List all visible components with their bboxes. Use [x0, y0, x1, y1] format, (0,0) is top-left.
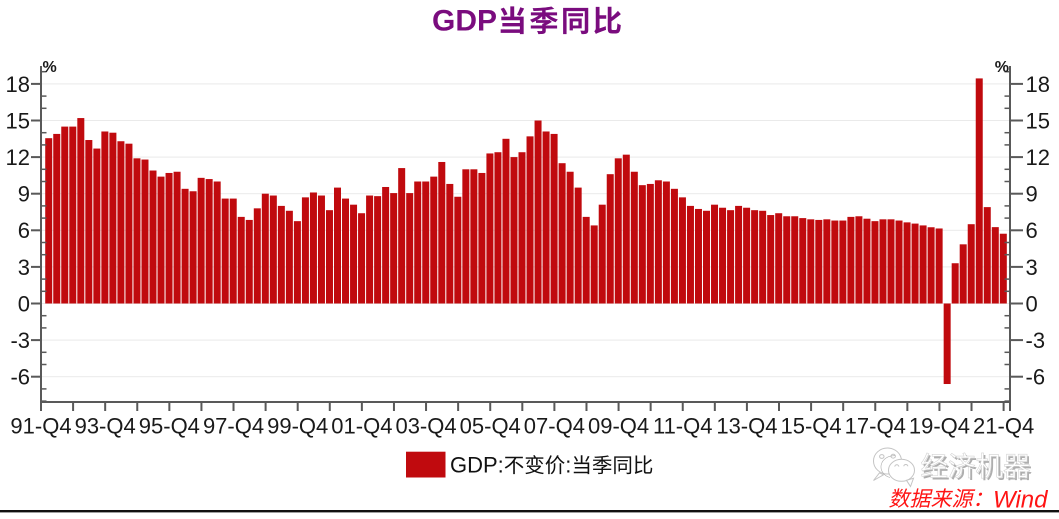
- svg-text:%: %: [995, 59, 1009, 76]
- svg-text:99-Q4: 99-Q4: [267, 414, 328, 439]
- svg-text:17-Q4: 17-Q4: [845, 414, 906, 439]
- svg-text:6: 6: [1026, 218, 1038, 243]
- svg-text:07-Q4: 07-Q4: [524, 414, 585, 439]
- svg-text:91-Q4: 91-Q4: [10, 414, 71, 439]
- svg-text:13-Q4: 13-Q4: [716, 414, 777, 439]
- svg-text:05-Q4: 05-Q4: [460, 414, 521, 439]
- svg-text:6: 6: [18, 218, 30, 243]
- svg-text:18: 18: [1026, 72, 1050, 97]
- svg-text:9: 9: [1026, 182, 1038, 207]
- svg-text:15: 15: [6, 108, 30, 133]
- svg-text:03-Q4: 03-Q4: [395, 414, 456, 439]
- svg-text:21-Q4: 21-Q4: [973, 414, 1034, 439]
- svg-text:-6: -6: [1026, 365, 1046, 390]
- svg-text:93-Q4: 93-Q4: [75, 414, 136, 439]
- svg-text:95-Q4: 95-Q4: [139, 414, 200, 439]
- svg-text:-3: -3: [1026, 328, 1046, 353]
- svg-text:GDP: GDP: [432, 5, 497, 38]
- svg-text:15-Q4: 15-Q4: [781, 414, 842, 439]
- svg-text:-3: -3: [10, 328, 30, 353]
- svg-text:0: 0: [1026, 291, 1038, 316]
- svg-text:01-Q4: 01-Q4: [331, 414, 392, 439]
- svg-text:12: 12: [1026, 145, 1050, 170]
- svg-text:Wind: Wind: [993, 487, 1048, 514]
- svg-text:-6: -6: [10, 365, 30, 390]
- svg-text:11-Q4: 11-Q4: [653, 414, 713, 439]
- svg-text:0: 0: [18, 291, 30, 316]
- svg-text:19-Q4: 19-Q4: [909, 414, 970, 439]
- svg-text:GDP:: GDP:: [450, 453, 504, 478]
- svg-text:9: 9: [18, 182, 30, 207]
- svg-text:15: 15: [1026, 108, 1050, 133]
- svg-text:3: 3: [18, 255, 30, 280]
- svg-text:09-Q4: 09-Q4: [588, 414, 649, 439]
- svg-text::: :: [565, 453, 571, 478]
- svg-text:18: 18: [6, 72, 30, 97]
- svg-text:12: 12: [6, 145, 30, 170]
- svg-text:3: 3: [1026, 255, 1038, 280]
- svg-text:%: %: [43, 59, 57, 76]
- svg-text:97-Q4: 97-Q4: [203, 414, 264, 439]
